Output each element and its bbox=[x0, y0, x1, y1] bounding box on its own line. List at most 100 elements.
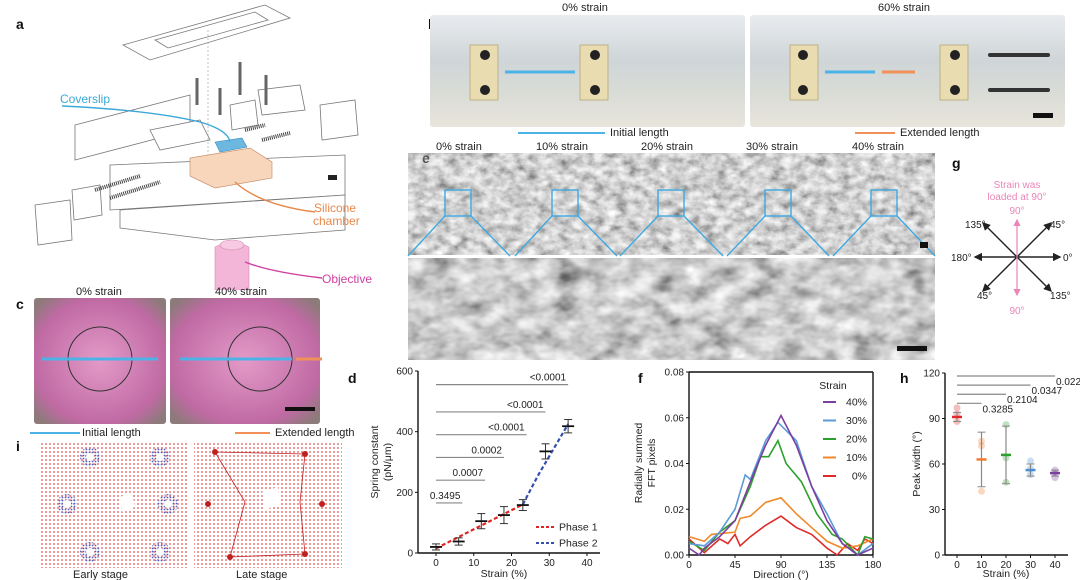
legend-label: Phase 1 bbox=[559, 522, 598, 534]
coverslip-label: Coverslip bbox=[60, 92, 111, 106]
series-line-40% bbox=[688, 413, 874, 557]
series-line-20% bbox=[688, 438, 874, 557]
panel-b-overlay bbox=[469, 44, 1053, 134]
panel-i-left-caption: Early stage bbox=[73, 569, 129, 580]
panel-b-right-title: 60% strain bbox=[878, 2, 930, 14]
x-tick-label: 0 bbox=[433, 558, 439, 569]
legend-label: Phase 2 bbox=[559, 538, 598, 550]
silicone-chamber-photo-0 bbox=[34, 298, 166, 424]
x-tick-label: 180 bbox=[865, 560, 882, 571]
y-axis-label-line1: Spring constant bbox=[369, 425, 381, 498]
network-simulation-images bbox=[40, 442, 342, 568]
y-tick-label: 0.06 bbox=[665, 413, 685, 424]
angle-top: 90° bbox=[1009, 206, 1024, 217]
y-tick-label: 60 bbox=[929, 460, 941, 471]
silicone-chamber-shape bbox=[189, 147, 273, 189]
p-value-label: <0.0001 bbox=[530, 373, 567, 384]
panel-c-label: c bbox=[16, 296, 24, 312]
y-tick-label: 0.08 bbox=[665, 368, 685, 379]
replicate-point bbox=[978, 487, 985, 495]
p-value-label: 0.0226 bbox=[1056, 377, 1080, 388]
direction-diagram: Strain was loaded at 90° 90° 90° 135° 45… bbox=[951, 180, 1073, 317]
panel-b-left-title: 0% strain bbox=[562, 2, 608, 14]
replicate-point bbox=[953, 404, 961, 412]
panel-c-initial-length: Initial length bbox=[82, 427, 141, 439]
y-axis-label-line2: FFT pixels bbox=[646, 439, 658, 488]
strain-note-line1: Strain was bbox=[994, 180, 1041, 191]
panel-h-label: h bbox=[900, 370, 909, 386]
silicone-chamber-label-line1: Silicone bbox=[314, 201, 357, 215]
legend-label: 10% bbox=[846, 452, 867, 464]
x-tick-label: 10 bbox=[468, 558, 480, 569]
assembly-diagram bbox=[34, 4, 359, 290]
legend-label: 30% bbox=[846, 415, 867, 427]
y-tick-label: 0.04 bbox=[665, 459, 685, 470]
x-tick-label: 40 bbox=[1049, 560, 1061, 571]
silicone-chamber-label-line2: chamber bbox=[313, 214, 360, 228]
angle-upper-left: 135° bbox=[965, 220, 986, 231]
x-tick-label: 20 bbox=[1000, 560, 1012, 571]
p-value-label: 0.3285 bbox=[983, 404, 1014, 415]
x-tick-label: 20 bbox=[506, 558, 518, 569]
silicone-chamber-photo-40 bbox=[170, 298, 320, 424]
y-axis-label: Peak width (°) bbox=[911, 431, 923, 496]
replicate-point bbox=[1027, 457, 1034, 465]
panel-d-label: d bbox=[348, 370, 357, 386]
p-value-label: 0.0347 bbox=[1032, 386, 1063, 397]
panel-e-col-1: 10% strain bbox=[536, 141, 588, 153]
angle-lower-left: 45° bbox=[977, 291, 992, 302]
y-tick-label: 0.02 bbox=[665, 505, 685, 516]
legend-title: Strain bbox=[819, 380, 847, 392]
angle-bottom: 90° bbox=[1009, 306, 1024, 317]
x-tick-label: 135 bbox=[819, 560, 836, 571]
strain-note-line2: loaded at 90° bbox=[987, 192, 1046, 203]
x-tick-label: 10 bbox=[976, 560, 988, 571]
panel-c-right-title: 40% strain bbox=[215, 286, 267, 298]
p-value-label: 0.3495 bbox=[430, 491, 461, 502]
y-tick-label: 0.00 bbox=[665, 551, 685, 562]
panel-e-col-3: 30% strain bbox=[746, 141, 798, 153]
series-line-0% bbox=[688, 515, 874, 557]
series-line-10% bbox=[688, 496, 874, 549]
p-value-label: 0.2104 bbox=[1007, 395, 1038, 406]
fit-line-1 bbox=[435, 503, 524, 550]
fit-line-2 bbox=[521, 423, 570, 505]
panel-c-left-title: 0% strain bbox=[76, 286, 122, 298]
x-tick-label: 0 bbox=[686, 560, 692, 571]
angle-right: 0° bbox=[1063, 253, 1073, 264]
x-tick-label: 30 bbox=[1025, 560, 1037, 571]
y-tick-label: 30 bbox=[929, 505, 941, 516]
panel-i-label: i bbox=[16, 438, 20, 454]
panel-a-label: a bbox=[16, 16, 24, 32]
objective-label: Objective bbox=[322, 272, 373, 286]
collagen-micrographs bbox=[407, 153, 936, 360]
y-tick-label: 200 bbox=[396, 488, 413, 499]
legend-label: 40% bbox=[846, 397, 867, 409]
x-tick-label: 90 bbox=[775, 560, 787, 571]
y-tick-label: 0 bbox=[407, 549, 413, 560]
x-tick-label: 0 bbox=[954, 560, 960, 571]
legend-label: 20% bbox=[846, 434, 867, 446]
panel-e-col-4: 40% strain bbox=[852, 141, 904, 153]
panel-c-overlay bbox=[30, 326, 322, 434]
panel-e-col-2: 20% strain bbox=[641, 141, 693, 153]
p-value-label: 0.0007 bbox=[452, 468, 483, 479]
panel-i-right-caption: Late stage bbox=[236, 569, 288, 580]
p-value-label: 0.0002 bbox=[471, 445, 502, 456]
y-tick-label: 120 bbox=[923, 369, 940, 380]
p-value-label: <0.0001 bbox=[488, 423, 525, 434]
x-axis-label: Strain (%) bbox=[983, 568, 1030, 580]
y-tick-label: 90 bbox=[929, 414, 941, 425]
panel-g-label: g bbox=[952, 155, 961, 171]
y-tick-label: 0 bbox=[934, 551, 940, 562]
y-axis-label-line1: Radially summed bbox=[633, 423, 645, 504]
y-tick-label: 600 bbox=[396, 367, 413, 378]
x-tick-label: 30 bbox=[544, 558, 556, 569]
x-axis-label: Direction (°) bbox=[753, 569, 809, 580]
angle-left: 180° bbox=[951, 253, 972, 264]
x-tick-label: 40 bbox=[581, 558, 593, 569]
x-tick-label: 45 bbox=[729, 560, 741, 571]
y-tick-label: 400 bbox=[396, 427, 413, 438]
p-value-label: <0.0001 bbox=[507, 400, 544, 411]
